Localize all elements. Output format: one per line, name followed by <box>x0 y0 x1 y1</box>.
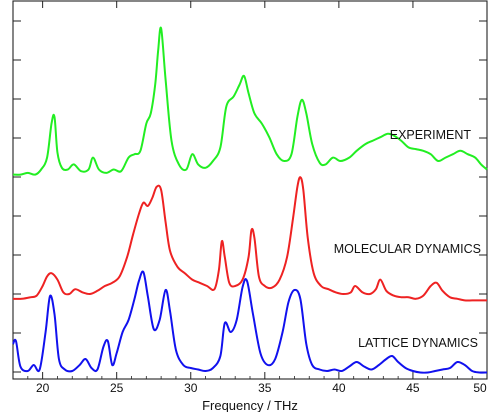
series-line-experiment <box>12 26 488 176</box>
plot-frame <box>12 0 488 380</box>
x-tick-label: 25 <box>110 381 124 395</box>
x-tick-label: 35 <box>258 381 272 395</box>
x-tick-label: 30 <box>184 381 198 395</box>
x-tick-label: 20 <box>36 381 50 395</box>
x-tick-label: 50 <box>473 381 487 395</box>
series-layer <box>12 26 488 374</box>
series-line-lattice-dynamics <box>12 270 488 374</box>
series-labels: EXPERIMENT MOLECULAR DYNAMICS LATTICE DY… <box>334 128 481 350</box>
series-label-lattice-dynamics: LATTICE DYNAMICS <box>358 336 478 350</box>
series-label-molecular-dynamics: MOLECULAR DYNAMICS <box>334 242 481 256</box>
x-axis-title: Frequency / THz <box>202 398 298 412</box>
x-tick-label: 45 <box>406 381 420 395</box>
series-label-experiment: EXPERIMENT <box>390 128 472 142</box>
x-ticks: 20 25 30 35 40 45 50 <box>12 1 488 395</box>
y-ticks <box>13 20 487 373</box>
series-line-molecular-dynamics <box>12 176 487 302</box>
x-tick-label: 40 <box>332 381 346 395</box>
